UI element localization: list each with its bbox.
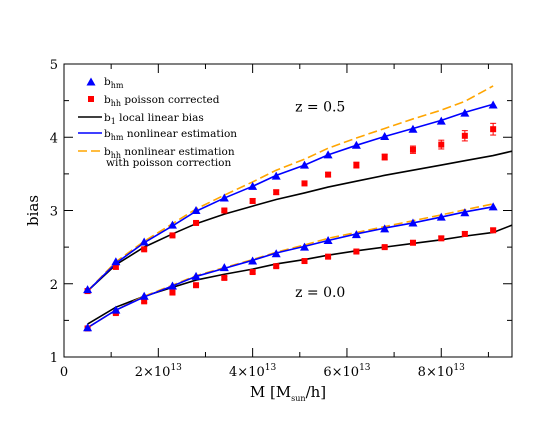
bhm-point bbox=[219, 193, 229, 202]
legend-label-bhh: bhh poisson corrected bbox=[104, 94, 220, 108]
bhh-point bbox=[169, 232, 176, 239]
x-tick-label: 2×1013 bbox=[135, 363, 182, 380]
bhm-point bbox=[111, 257, 121, 266]
bhm-point bbox=[167, 281, 177, 290]
bhm-point bbox=[139, 291, 149, 300]
bhm-point bbox=[139, 237, 149, 246]
bhh-point bbox=[221, 207, 228, 214]
bhm-point bbox=[380, 132, 390, 141]
bhh-point bbox=[490, 126, 497, 133]
bhm-point bbox=[436, 212, 446, 221]
bhm-point bbox=[351, 230, 361, 239]
bhm-point bbox=[248, 256, 258, 265]
b1-line-z05 bbox=[87, 150, 513, 292]
bhh-point bbox=[409, 239, 416, 246]
bhm-point bbox=[191, 206, 201, 214]
bhh-point bbox=[141, 246, 148, 253]
bhh-point bbox=[409, 146, 416, 153]
y-tick-label: 4 bbox=[50, 131, 58, 146]
bhh-point bbox=[438, 235, 445, 242]
bhh-nonlinear-line-z05 bbox=[87, 85, 494, 292]
x-axis-label-main: M [M bbox=[250, 383, 291, 401]
bhh-point bbox=[381, 244, 388, 251]
bhh-point bbox=[325, 253, 332, 260]
bhm-point bbox=[219, 263, 229, 272]
bhm-point bbox=[460, 108, 470, 117]
y-tick-label: 5 bbox=[50, 58, 58, 73]
x-axis-label-tail: /h] bbox=[306, 383, 327, 401]
bhh-point bbox=[353, 162, 360, 169]
y-tick-label: 2 bbox=[50, 278, 58, 293]
redshift-annotation: z = 0.5 bbox=[295, 100, 345, 116]
bhm-point bbox=[191, 271, 201, 280]
bhh-point bbox=[221, 274, 228, 281]
bhm-point bbox=[111, 305, 121, 314]
bhh-point bbox=[301, 258, 308, 265]
bhm-point bbox=[300, 242, 310, 251]
x-tick-label: 4×1013 bbox=[229, 363, 276, 380]
bhm-point bbox=[248, 181, 258, 190]
x-tick-label: 0 bbox=[60, 365, 68, 380]
bhh-point bbox=[353, 248, 360, 255]
bhm-point bbox=[271, 171, 281, 180]
x-axis-ticks: 0 2×1013 4×1013 6×1013 8×1013 bbox=[60, 64, 489, 380]
bhh-point bbox=[461, 132, 468, 139]
bhh-point bbox=[490, 227, 497, 234]
plot-frame bbox=[63, 63, 513, 358]
x-axis-label-sub: sun bbox=[291, 394, 305, 403]
annotations: z = 0.5 z = 0.0 bbox=[295, 100, 345, 301]
b1-line-z00 bbox=[87, 224, 513, 325]
bhm-point bbox=[300, 160, 310, 169]
bhh-point bbox=[325, 171, 332, 178]
bhh-point bbox=[381, 154, 388, 161]
bhh-nonlinear-line-z00 bbox=[87, 203, 494, 329]
bhh-point bbox=[141, 298, 148, 305]
bhm-point bbox=[167, 220, 177, 229]
bhm-point bbox=[408, 218, 418, 227]
bhm-point bbox=[83, 323, 93, 332]
bhh-point bbox=[438, 141, 445, 148]
legend-swatch-bhh bbox=[88, 96, 94, 102]
bhm-point bbox=[380, 224, 390, 233]
legend: bhm bhh poisson corrected b1 local linear … bbox=[78, 76, 237, 169]
y-tick-label: 3 bbox=[50, 205, 58, 220]
redshift-annotation: z = 0.0 bbox=[295, 285, 345, 301]
legend-label-bhh_nl-line2: with poisson correction bbox=[106, 157, 231, 169]
bhm-point bbox=[323, 236, 333, 245]
legend-label-bhm: bhm bbox=[104, 76, 124, 90]
bhh-point bbox=[249, 269, 256, 276]
bhh-point bbox=[273, 263, 280, 270]
legend-label-b1: b1 local linear bias bbox=[104, 112, 204, 126]
legend-label-bhh_nl: bhh nonlinear estimation bbox=[104, 146, 235, 160]
bhm-point bbox=[323, 150, 333, 159]
bhh-point bbox=[112, 263, 119, 270]
legend-label-bhm_nl: bhm nonlinear estimation bbox=[104, 128, 237, 142]
bhm-point bbox=[488, 100, 498, 109]
bhm-point bbox=[460, 208, 470, 217]
y-tick-label: 1 bbox=[50, 351, 58, 366]
y-axis-label: bias bbox=[24, 195, 42, 226]
bhm-point bbox=[408, 124, 418, 133]
bhh-point bbox=[301, 180, 308, 187]
bhm-point bbox=[351, 140, 361, 149]
plot-markers bbox=[83, 100, 498, 332]
x-tick-label: 6×1013 bbox=[323, 363, 370, 380]
bhh-point bbox=[193, 282, 200, 289]
x-tick-label: 8×1013 bbox=[418, 363, 465, 380]
bhm-point bbox=[488, 202, 498, 211]
legend-swatch-bhm bbox=[86, 77, 96, 86]
bhm-point bbox=[83, 285, 93, 294]
bhh-point bbox=[193, 219, 200, 226]
bhh-point bbox=[249, 197, 256, 204]
bhm-point bbox=[436, 116, 446, 125]
bhm-point bbox=[271, 249, 281, 258]
bhh-point bbox=[273, 189, 280, 196]
bhh-point bbox=[169, 289, 176, 296]
bhm-nonlinear-line-z00 bbox=[87, 206, 494, 329]
y-axis-ticks: 1 2 3 4 5 bbox=[50, 58, 512, 366]
bhm-nonlinear-line-z05 bbox=[87, 103, 494, 292]
bhh-point bbox=[461, 230, 468, 237]
x-axis-label: M [Msun/h] bbox=[250, 383, 326, 403]
